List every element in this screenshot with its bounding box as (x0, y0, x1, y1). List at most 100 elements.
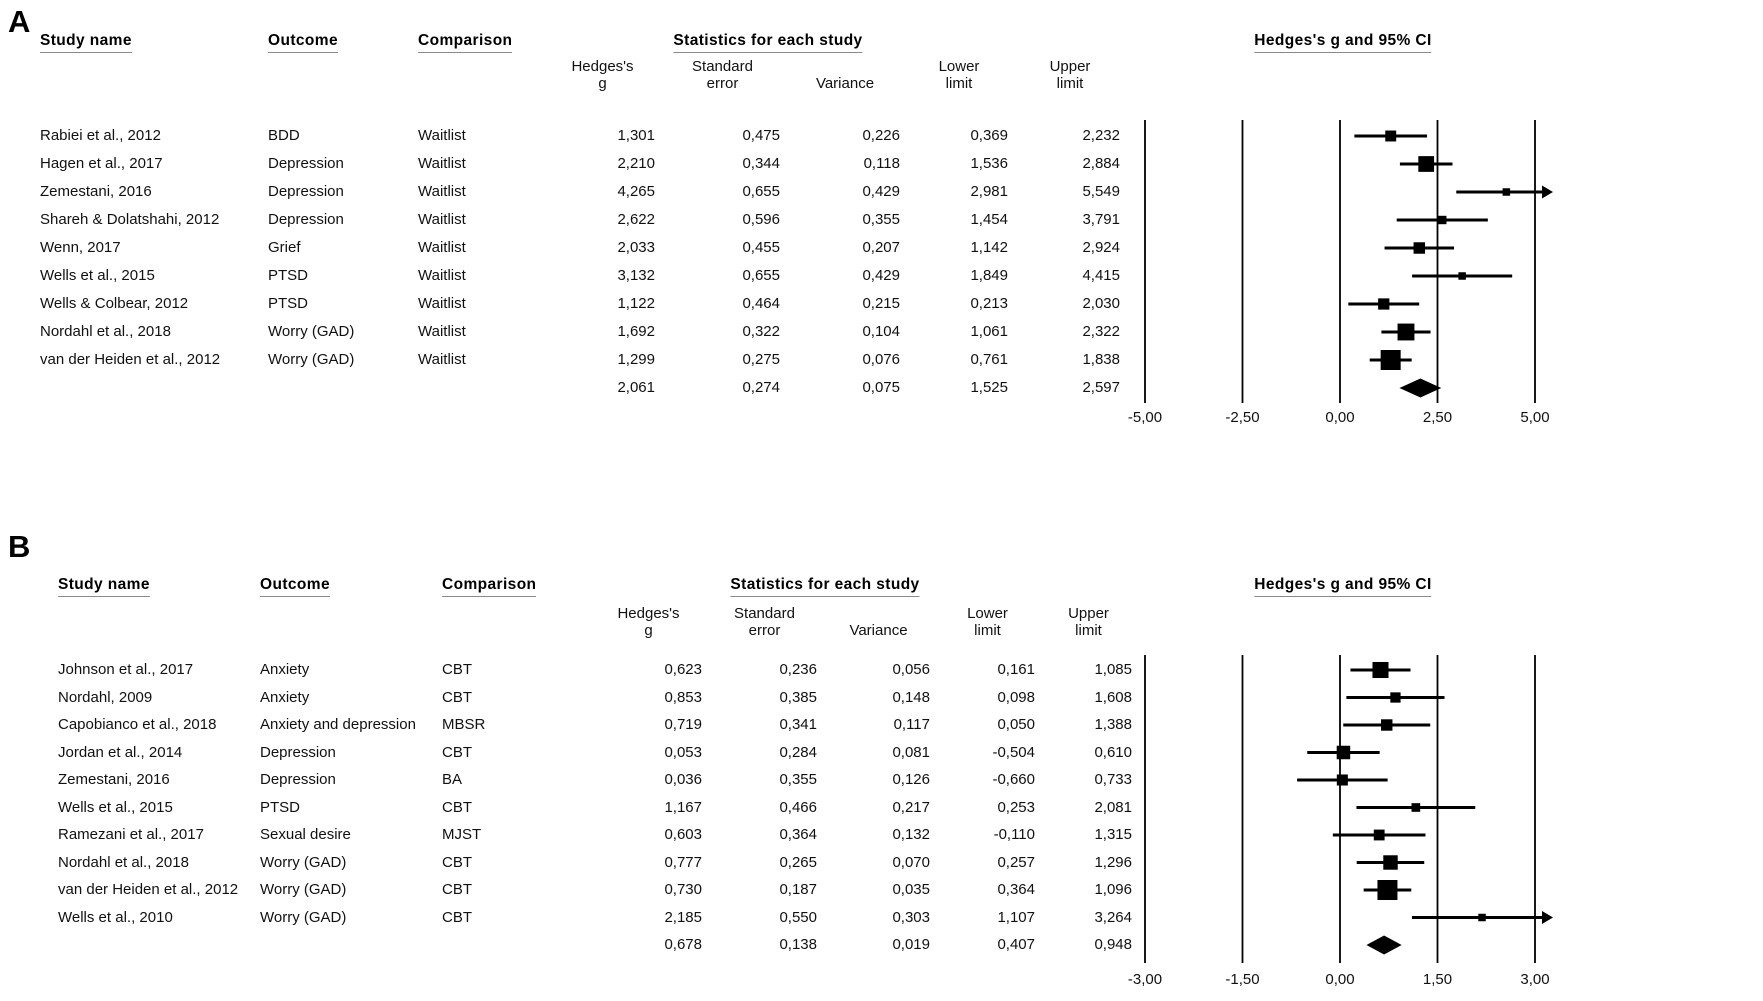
study-name-cell: Nordahl et al., 2018 (58, 853, 189, 871)
table-row: Wenn, 2017 Grief Waitlist 2,033 0,455 0,207 1,… (0, 236, 1763, 260)
standard-error-cell: 0,275 (742, 351, 780, 368)
hedges-g-cell: 0,730 (664, 881, 702, 898)
study-name-cell: van der Heiden et al., 2012 (40, 351, 221, 368)
summary-hedges-g-cell: 0,678 (664, 936, 702, 953)
stat-subheader-line: Standard (692, 58, 753, 75)
comparison-cell: CBT (442, 743, 472, 761)
study-name-cell: van der Heiden et al., 2012 (58, 881, 239, 898)
stat-subheader: Lower limit (910, 58, 1008, 92)
stat-subheader-line: Upper (1068, 605, 1109, 622)
upper-limit-cell: 1,096 (1094, 881, 1132, 898)
upper-limit-cell: 2,884 (1082, 155, 1120, 172)
outcome-header: Outcome (260, 576, 330, 597)
study-name-cell: Wells & Colbear, 2012 (40, 295, 189, 312)
axis-tick-label: -1,50 (1225, 971, 1260, 988)
table-row: Wells et al., 2015 PTSD Waitlist 3,132 0,655… (0, 264, 1763, 288)
standard-error-cell: 0,596 (742, 211, 780, 228)
axis-tick-label: -5,00 (1127, 409, 1163, 426)
comparison-cell: Waitlist (418, 183, 466, 200)
lower-limit-cell: 1,536 (970, 155, 1008, 172)
standard-error-cell: 0,341 (779, 716, 817, 733)
statistics-group-header: Statistics for each study (673, 32, 863, 53)
upper-limit-cell: 0,733 (1094, 771, 1132, 788)
lower-limit-cell: 1,107 (997, 908, 1035, 926)
effect-square (1413, 242, 1426, 254)
lower-limit-cell: -0,660 (992, 771, 1035, 788)
lower-limit-cell: -0,504 (992, 743, 1035, 761)
hedges-g-cell: 0,719 (664, 716, 702, 733)
stat-subheader-line: Hedges's (617, 605, 680, 622)
summary-row: 0,678 0,138 0,019 0,407 0,948 (0, 933, 1763, 957)
table-row: Wells & Colbear, 2012 PTSD Waitlist 1,122 0,… (0, 292, 1763, 316)
effect-square (1478, 913, 1486, 922)
upper-limit-cell: 1,388 (1094, 716, 1132, 733)
statistics-group-header: Statistics for each study (730, 576, 920, 597)
study-name-header: Study name (58, 576, 150, 597)
lower-limit-cell: 0,253 (997, 798, 1035, 816)
effect-square (1418, 156, 1435, 172)
comparison-cell: Waitlist (418, 295, 466, 312)
lower-limit-cell: 1,454 (970, 211, 1008, 228)
upper-limit-cell: 2,232 (1082, 127, 1120, 144)
stat-subheader-line: Upper (1049, 58, 1091, 75)
upper-limit-cell: 4,415 (1082, 267, 1120, 284)
standard-error-cell: 0,655 (742, 183, 780, 200)
axis-tick-label: 2,50 (1422, 409, 1453, 426)
effect-square (1458, 272, 1466, 280)
variance-cell: 0,076 (862, 351, 900, 368)
hedges-g-cell: 1,692 (617, 323, 655, 340)
lower-limit-cell: 0,364 (997, 881, 1035, 898)
hedges-g-cell: 2,033 (617, 239, 655, 256)
hedges-g-cell: 0,036 (664, 771, 702, 788)
outcome-cell: Sexual desire (260, 826, 351, 843)
summary-standard-error-cell: 0,138 (779, 936, 817, 953)
stat-subheader: Standard error (712, 605, 817, 639)
outcome-cell: PTSD (268, 295, 309, 312)
stat-subheader: Variance (827, 605, 930, 639)
variance-cell: 0,070 (892, 853, 930, 871)
variance-cell: 0,081 (892, 743, 930, 761)
comparison-cell: Waitlist (418, 267, 466, 284)
summary-diamond (1366, 935, 1402, 955)
panel-b: B Study name Outcome Comparison Statisti… (0, 497, 1763, 1001)
stat-subheader-line: limit (974, 622, 1001, 639)
variance-cell: 0,429 (862, 267, 900, 284)
variance-cell: 0,126 (892, 771, 930, 788)
comparison-cell: CBT (442, 798, 472, 816)
hedges-g-cell: 2,210 (617, 155, 655, 172)
forest-plot-a (1144, 120, 1553, 403)
lower-limit-cell: 1,142 (970, 239, 1008, 256)
hedges-g-cell: 1,299 (617, 351, 655, 368)
comparison-cell: MBSR (442, 716, 486, 733)
hedges-g-cell: 0,777 (664, 853, 702, 871)
hedges-g-cell: 1,301 (617, 127, 655, 144)
study-name-cell: Wells et al., 2015 (58, 798, 173, 816)
stat-subheader-line: g (644, 622, 653, 639)
comparison-cell: BA (442, 771, 463, 788)
lower-limit-cell: 0,161 (997, 661, 1035, 678)
lower-limit-cell: -0,110 (993, 826, 1035, 843)
ci-plot-group-header: Hedges's g and 95% CI (1254, 32, 1432, 53)
outcome-cell: PTSD (268, 267, 309, 284)
upper-limit-cell: 3,264 (1094, 908, 1132, 926)
upper-limit-cell: 3,791 (1082, 211, 1120, 228)
table-row: van der Heiden et al., 2012 Worry (GAD) Wa… (0, 348, 1763, 372)
stat-subheader-line: limit (1056, 75, 1084, 92)
summary-lower-limit-cell: 0,407 (997, 936, 1035, 953)
variance-cell: 0,056 (892, 661, 930, 678)
lower-limit-cell: 0,213 (970, 295, 1008, 312)
variance-cell: 0,215 (862, 295, 900, 312)
outcome-cell: BDD (268, 127, 300, 144)
variance-cell: 0,429 (862, 183, 900, 200)
variance-cell: 0,132 (892, 826, 930, 843)
upper-limit-cell: 1,608 (1094, 688, 1132, 706)
study-name-cell: Wenn, 2017 (40, 239, 121, 256)
outcome-cell: Depression (268, 155, 344, 172)
panel-a-label: A (8, 4, 31, 39)
comparison-cell: Waitlist (418, 323, 466, 340)
study-name-cell: Shareh & Dolatshahi, 2012 (40, 211, 220, 228)
summary-diamond (1399, 378, 1442, 398)
hedges-g-cell: 0,053 (664, 743, 702, 761)
variance-cell: 0,226 (862, 127, 900, 144)
comparison-cell: Waitlist (418, 211, 466, 228)
